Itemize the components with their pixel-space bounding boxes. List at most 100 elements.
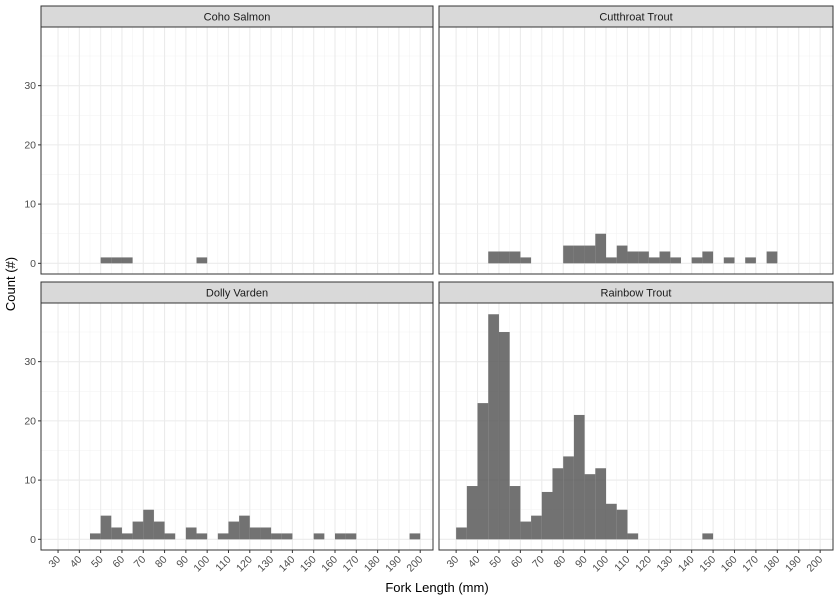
histogram-bar xyxy=(281,533,293,540)
y-axis-title: Count (#) xyxy=(3,257,18,311)
histogram-bar xyxy=(271,533,282,540)
x-tick-label: 130 xyxy=(655,554,676,575)
histogram-bar xyxy=(606,503,617,540)
y-tick-label: 30 xyxy=(24,80,36,92)
histogram-bar xyxy=(249,527,261,540)
histogram-bar xyxy=(702,533,714,540)
y-tick-label: 20 xyxy=(24,415,36,427)
x-tick-label: 100 xyxy=(590,554,611,575)
histogram-bar xyxy=(627,533,639,540)
histogram-bar xyxy=(573,245,585,264)
histogram-bar xyxy=(509,486,521,540)
histogram-bar xyxy=(488,314,499,540)
x-axis-title: Fork Length (mm) xyxy=(385,580,488,595)
histogram-bar xyxy=(143,509,154,540)
x-tick-label: 80 xyxy=(153,554,170,571)
x-tick-label: 40 xyxy=(68,554,85,571)
histogram-bar xyxy=(595,233,607,264)
histogram-bar xyxy=(766,251,778,264)
histogram-bar xyxy=(498,251,510,264)
histogram-bar xyxy=(90,533,101,540)
histogram-bar xyxy=(164,533,176,540)
panel-background xyxy=(41,27,433,274)
histogram-bar xyxy=(488,251,499,264)
strip-label: Coho Salmon xyxy=(204,12,271,24)
histogram-bar xyxy=(100,257,112,264)
histogram-bar xyxy=(563,456,574,540)
histogram-bar xyxy=(691,257,703,264)
y-tick-label: 0 xyxy=(30,258,36,270)
panel-background xyxy=(439,27,833,274)
histogram-bar xyxy=(111,257,122,264)
histogram-bar xyxy=(541,491,553,540)
histogram-bar xyxy=(552,468,564,540)
histogram-bar xyxy=(228,521,240,540)
y-tick-label: 20 xyxy=(24,139,36,151)
x-tick-label: 70 xyxy=(530,554,547,571)
histogram-bar xyxy=(659,251,671,264)
x-tick-label: 180 xyxy=(362,554,383,575)
x-tick-label: 50 xyxy=(487,554,504,571)
histogram-bar xyxy=(648,257,660,264)
x-tick-label: 90 xyxy=(573,554,590,571)
histogram-bar xyxy=(132,521,144,540)
histogram-bar xyxy=(477,403,489,540)
strip-dolly-varden xyxy=(40,281,434,304)
panel-cutthroat-trout: Cutthroat Trout xyxy=(438,5,834,275)
strip-label: Rainbow Trout xyxy=(601,288,672,300)
histogram-bar xyxy=(196,257,208,264)
histogram-bar xyxy=(627,251,639,264)
histogram-bar xyxy=(606,257,617,264)
x-tick-label: 190 xyxy=(783,554,804,575)
x-tick-label: 110 xyxy=(213,554,233,574)
y-tick-label: 10 xyxy=(24,199,36,211)
x-tick-label: 200 xyxy=(404,554,425,575)
strip-coho-salmon xyxy=(40,5,434,28)
histogram-bar xyxy=(498,332,510,540)
x-tick-label: 60 xyxy=(110,554,127,571)
histogram-bar xyxy=(595,468,607,540)
panel-background xyxy=(41,303,433,550)
x-tick-label: 150 xyxy=(298,554,319,575)
histogram-bar xyxy=(100,515,112,540)
x-tick-label: 160 xyxy=(719,554,740,575)
x-tick-label: 50 xyxy=(89,554,106,571)
x-tick-label: 40 xyxy=(466,554,483,571)
histogram-bar xyxy=(584,474,596,540)
histogram-bar xyxy=(745,257,756,264)
histogram-bar xyxy=(520,257,532,264)
histogram-bar xyxy=(616,509,628,540)
histogram-bar xyxy=(345,533,357,540)
x-tick-label: 160 xyxy=(319,554,340,575)
y-tick-label: 30 xyxy=(24,356,36,368)
histogram-bar xyxy=(335,533,346,540)
x-tick-label: 120 xyxy=(633,554,654,575)
histogram-bar xyxy=(563,245,574,264)
x-tick-label: 150 xyxy=(697,554,718,575)
x-tick-label: 100 xyxy=(191,554,212,575)
histogram-bar xyxy=(196,533,208,540)
x-tick-label: 80 xyxy=(552,554,569,571)
histogram-bar xyxy=(702,251,714,264)
histogram-bar xyxy=(520,521,532,540)
histogram-bar xyxy=(723,257,735,264)
histogram-bar xyxy=(409,533,421,540)
histogram-bar xyxy=(313,533,325,540)
histogram-bar xyxy=(616,245,628,264)
histogram-bar xyxy=(260,527,272,540)
histogram-bar xyxy=(573,414,585,540)
histogram-bar xyxy=(531,515,542,540)
x-tick-label: 200 xyxy=(804,554,825,575)
histogram-bar xyxy=(121,257,133,264)
x-tick-label: 180 xyxy=(762,554,783,575)
histogram-bar xyxy=(584,245,596,264)
x-tick-label: 110 xyxy=(612,554,632,574)
histogram-bar xyxy=(466,486,478,540)
panel-coho-salmon: Coho Salmon 0 10 20 30 xyxy=(24,5,434,275)
strip-cutthroat-trout xyxy=(438,5,834,28)
histogram-bar xyxy=(217,533,229,540)
x-tick-label: 120 xyxy=(234,554,255,575)
facet-panels: Coho Salmon 0 10 20 30 Cutthroat Trout Dolly V… xyxy=(24,5,834,575)
